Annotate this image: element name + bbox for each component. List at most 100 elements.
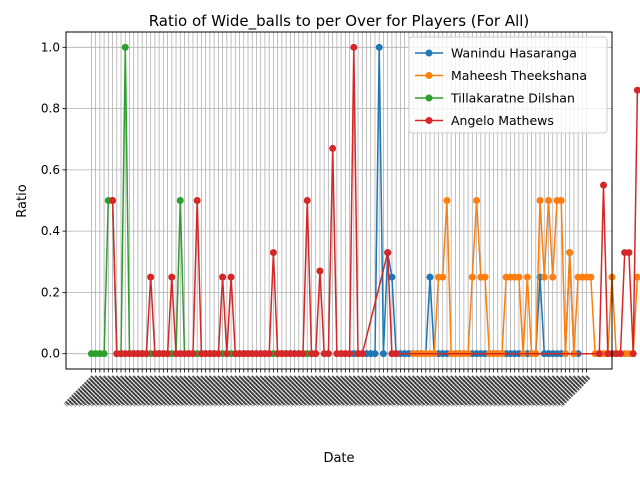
data-point [168, 273, 176, 281]
x-tick-label [376, 375, 409, 407]
data-point [379, 350, 387, 358]
data-point [384, 249, 392, 257]
legend-entry: Wanindu Hasaranga [415, 46, 577, 61]
legend-label: Angelo Mathews [451, 113, 554, 128]
x-tick-label [241, 375, 273, 407]
data-point [193, 197, 201, 204]
x-tick-label [160, 375, 193, 407]
x-tick-label [372, 375, 405, 407]
x-tick-label [321, 375, 354, 407]
x-tick-label [271, 375, 303, 407]
data-point [316, 267, 324, 275]
x-tick-label [199, 375, 231, 407]
data-point [587, 273, 595, 281]
x-tick-label [228, 375, 261, 407]
x-tick-label [520, 375, 553, 407]
x-tick-label [89, 375, 121, 407]
x-tick-label [537, 375, 570, 407]
data-point [189, 350, 197, 358]
data-point [629, 350, 637, 358]
x-tick-label [114, 375, 146, 407]
x-tick-label [84, 375, 117, 407]
x-tick-label [368, 375, 400, 407]
data-point [324, 350, 332, 358]
x-tick-label [190, 375, 223, 407]
x-tick-label [127, 375, 159, 407]
data-point [350, 43, 358, 51]
data-point [329, 144, 337, 152]
x-tick-label [304, 375, 337, 407]
x-tick-label [101, 375, 134, 407]
legend-label: Tillakaratne Dilshan [450, 91, 575, 106]
x-tick-label [93, 375, 125, 407]
x-tick-label [279, 375, 312, 407]
x-tick-label [491, 375, 523, 407]
x-tick-label [156, 375, 189, 407]
x-tick-label [105, 375, 138, 407]
x-tick-label [495, 375, 527, 407]
data-point [595, 350, 603, 358]
data-point [536, 197, 544, 204]
data-point [346, 350, 354, 358]
x-tick-label [402, 375, 434, 407]
y-tick-label: 0.4 [41, 224, 60, 238]
x-tick-label [389, 375, 422, 407]
data-point [600, 181, 608, 189]
x-tick-label [478, 375, 510, 407]
data-point [121, 43, 129, 51]
x-tick-label [131, 375, 163, 407]
x-tick-label [419, 375, 451, 407]
x-tick-label [541, 375, 574, 407]
x-tick-label [139, 375, 172, 407]
x-tick-label [207, 375, 240, 407]
legend-label: Maheesh Theekshana [451, 68, 587, 83]
x-tick-label [169, 375, 201, 407]
y-axis-label: Ratio [15, 184, 30, 217]
data-point [299, 350, 307, 358]
legend-entry: Tillakaratne Dilshan [415, 91, 575, 106]
x-tick-label [300, 375, 333, 407]
x-tick-label [67, 375, 100, 407]
y-axis: 0.0 0.2 0.4 0.6 0.8 1.0 [41, 40, 66, 361]
data-point [269, 249, 277, 257]
x-tick-label [262, 375, 295, 407]
x-tick-label [550, 375, 582, 407]
x-tick-label [110, 375, 142, 407]
x-tick-label [427, 375, 460, 407]
x-tick-label [72, 375, 104, 407]
data-point [443, 197, 451, 204]
x-tick-label [453, 375, 485, 407]
data-point [426, 273, 434, 281]
x-tick-label [393, 375, 426, 407]
x-axis [63, 369, 591, 407]
x-tick-label [144, 375, 176, 407]
x-tick-label [275, 375, 307, 407]
y-tick-label: 0.6 [41, 163, 60, 177]
x-tick-label [503, 375, 536, 407]
x-tick-label [258, 375, 290, 407]
x-axis-label: Date [323, 451, 354, 466]
x-tick-label [554, 375, 587, 407]
x-tick-label [486, 375, 519, 407]
x-tick-label [135, 375, 168, 407]
x-tick-label [533, 375, 565, 407]
data-point [439, 273, 447, 281]
data-point [616, 350, 624, 358]
x-tick-label [186, 375, 218, 407]
x-tick-label [182, 375, 214, 407]
x-tick-label [474, 375, 506, 407]
legend-marker [425, 72, 433, 79]
x-tick-label [482, 375, 515, 407]
data-point [371, 350, 379, 358]
data-point [557, 197, 565, 204]
x-tick-label [342, 375, 375, 407]
x-tick-label [381, 375, 413, 407]
data-point [100, 350, 108, 358]
x-tick-label [338, 375, 371, 407]
x-tick-label [359, 375, 392, 407]
data-point [265, 350, 273, 358]
x-tick-label [211, 375, 244, 407]
data-point [312, 350, 320, 358]
data-point [633, 86, 640, 94]
series-angelo-mathews [109, 43, 640, 358]
